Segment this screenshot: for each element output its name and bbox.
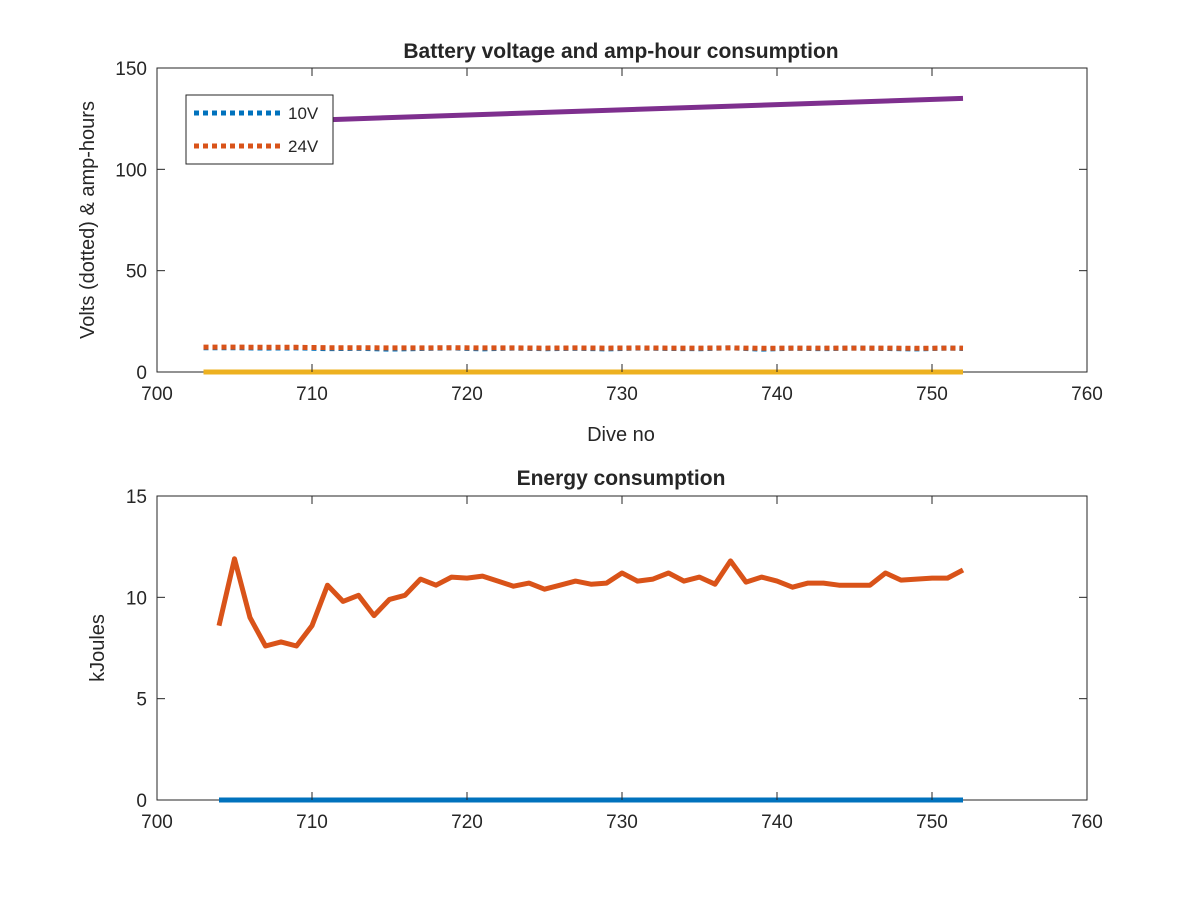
x-tick-label: 720: [451, 384, 483, 405]
y-tick-label: 10: [126, 588, 147, 609]
legend-box: [185, 94, 334, 165]
series-line-series-1: [216, 556, 965, 649]
x-tick-label: 730: [606, 384, 638, 405]
ticks-layer: 700 710 720 730 740 750 760 0 5 10 15: [126, 487, 1103, 833]
legend-label-24v: 24V: [288, 137, 319, 156]
legend-label-10v: 10V: [288, 104, 319, 123]
y-tick-label: 0: [136, 791, 147, 812]
y-tick-label: 50: [126, 262, 147, 283]
y-axis-label: kJoules: [87, 614, 109, 682]
x-tick-label: 750: [916, 812, 948, 833]
series-layer: [203, 95, 964, 375]
x-tick-label: 730: [606, 812, 638, 833]
y-tick-label: 150: [115, 59, 147, 80]
y-tick-label: 5: [136, 690, 147, 711]
series-layer: [216, 556, 965, 803]
y-tick-label: 0: [136, 363, 147, 384]
x-axis-label: Dive no: [587, 424, 655, 446]
x-tick-label: 760: [1071, 812, 1103, 833]
series-line-24v: [203, 344, 963, 351]
x-tick-label: 710: [296, 812, 328, 833]
x-tick-label: 700: [141, 384, 173, 405]
chart-title: Energy consumption: [517, 467, 726, 490]
voltage-axes: 700 710 720 730 740 750 760 0 50 100 150 Battery v…: [77, 40, 1103, 446]
legend: 10V 24V: [185, 94, 334, 165]
x-tick-label: 760: [1071, 384, 1103, 405]
plot-area-box: [156, 495, 1088, 801]
x-tick-label: 700: [141, 812, 173, 833]
x-tick-label: 710: [296, 384, 328, 405]
ticks-layer: 700 710 720 730 740 750 760 0 50 100 150: [115, 59, 1103, 405]
energy-axes: 700 710 720 730 740 750 760 0 5 10 15 Energy consu…: [87, 467, 1103, 833]
x-tick-label: 750: [916, 384, 948, 405]
x-tick-label: 740: [761, 384, 793, 405]
y-tick-label: 100: [115, 160, 147, 181]
chart-title: Battery voltage and amp-hour consumption: [403, 40, 838, 63]
y-tick-label: 15: [126, 487, 147, 508]
series-line-series-3: [327, 95, 964, 123]
y-axis-label: Volts (dotted) & amp-hours: [77, 101, 99, 339]
x-tick-label: 740: [761, 812, 793, 833]
x-tick-label: 720: [451, 812, 483, 833]
